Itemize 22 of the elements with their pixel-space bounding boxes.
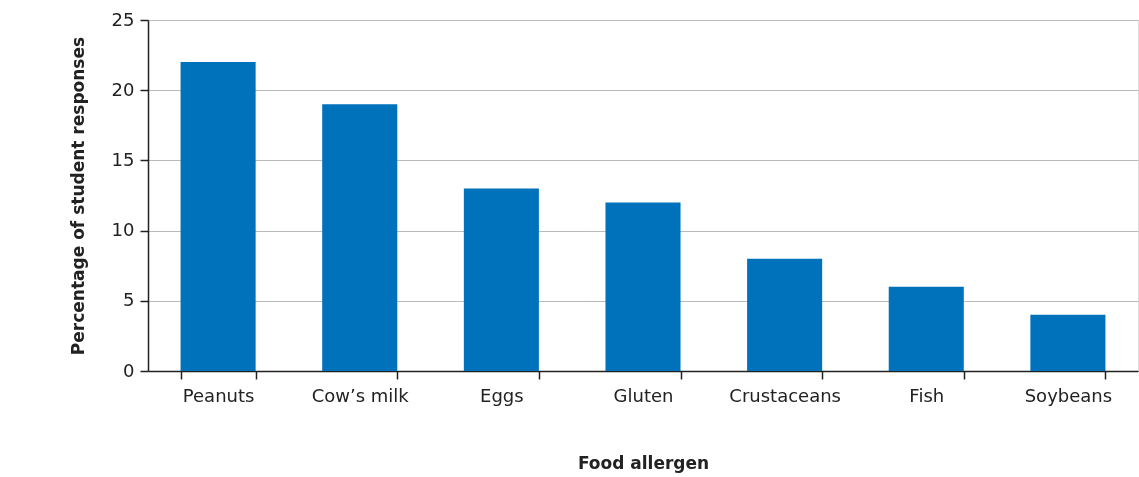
y-tick-label: 5 — [123, 289, 135, 311]
x-tick-label: Crustaceans — [729, 384, 841, 406]
bar — [1030, 314, 1106, 371]
y-tick-label: 0 — [123, 359, 135, 381]
x-tick-label: Gluten — [613, 384, 674, 406]
bar — [180, 62, 256, 371]
x-tick-label: Soybeans — [1024, 384, 1113, 406]
y-tick-label: 20 — [111, 78, 135, 100]
y-tick-label: 25 — [111, 8, 135, 30]
y-axis-title: Percentage of student responses — [67, 36, 88, 356]
y-tick-label: 10 — [111, 219, 135, 241]
x-tick-label: Peanuts — [182, 384, 255, 406]
y-tick-label: 15 — [111, 148, 135, 170]
bar — [605, 202, 681, 371]
x-tick-label: Fish — [909, 384, 945, 406]
bar — [888, 286, 964, 371]
bar — [463, 188, 539, 371]
bar — [747, 258, 823, 371]
x-axis-title: Food allergen — [577, 452, 710, 473]
bar — [322, 104, 398, 371]
x-tick-label: Cow’s milk — [311, 384, 410, 406]
x-tick-label: Eggs — [480, 384, 524, 406]
